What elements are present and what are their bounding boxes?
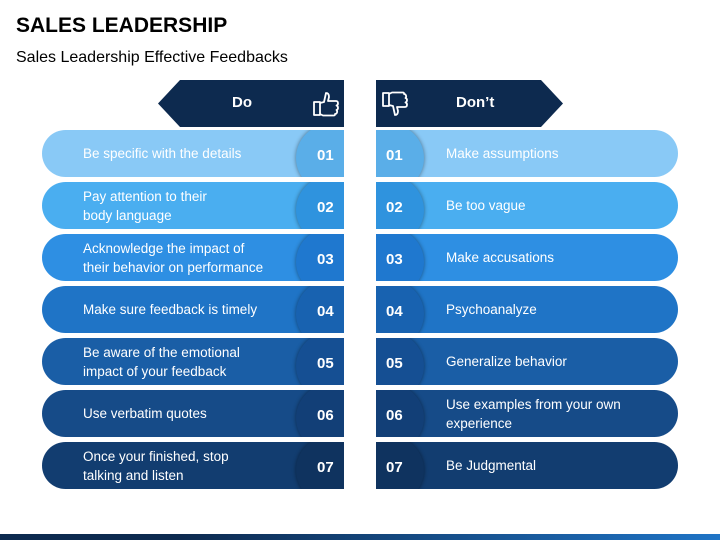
dont-item-04: 04 Psychoanalyze	[376, 286, 678, 333]
number-bubble	[376, 338, 424, 385]
footer-band	[0, 534, 720, 540]
do-item-06: 06 Use verbatim quotes	[42, 390, 344, 437]
item-text-line: Make accusations	[446, 250, 555, 265]
item-text-line: Use examples from your own	[446, 396, 621, 412]
item-text: Acknowledge the impact of their behavior …	[83, 234, 293, 281]
dont-item-02: 02 Be too vague	[376, 182, 678, 229]
dont-item-01: 01 Make assumptions	[376, 130, 678, 177]
item-text-line: Be specific with the details	[83, 146, 242, 161]
do-item-05: 05 Be aware of the emotional impact of you…	[42, 338, 344, 385]
item-text-line: their behavior on performance	[83, 259, 264, 275]
number-bubble	[376, 234, 424, 281]
item-text: Use verbatim quotes	[83, 390, 293, 437]
item-text: Generalize behavior	[446, 338, 671, 385]
item-number: 02	[386, 199, 403, 216]
item-text-line: Make assumptions	[446, 146, 559, 161]
item-text-line: Be too vague	[446, 198, 526, 213]
item-text-line: impact of your feedback	[83, 363, 227, 379]
item-text: Make assumptions	[446, 130, 671, 177]
item-number: 03	[386, 251, 403, 268]
item-number: 01	[386, 147, 403, 164]
page-title: SALES LEADERSHIP	[16, 14, 228, 37]
item-text: Make accusations	[446, 234, 671, 281]
item-text: Pay attention to their body language	[83, 182, 293, 229]
dont-item-05: 05 Generalize behavior	[376, 338, 678, 385]
do-item-02: 02 Pay attention to their body language	[42, 182, 344, 229]
page-subtitle: Sales Leadership Effective Feedbacks	[16, 49, 288, 66]
item-text-line: Acknowledge the impact of	[83, 240, 245, 256]
item-number: 06	[386, 407, 403, 424]
dont-item-03: 03 Make accusations	[376, 234, 678, 281]
item-number: 06	[317, 407, 334, 424]
item-text-line: Generalize behavior	[446, 354, 567, 369]
item-text-line: Be aware of the emotional	[83, 344, 240, 360]
item-number: 02	[317, 199, 334, 216]
dont-header: Don’t	[376, 80, 563, 127]
dont-item-07: 07 Be Judgmental	[376, 442, 678, 489]
item-number: 05	[386, 355, 403, 372]
item-text-line: Pay attention to their	[83, 188, 207, 204]
item-text-line: Be Judgmental	[446, 458, 537, 473]
number-bubble	[376, 130, 424, 177]
do-item-07: 07 Once your finished, stop talking and li…	[42, 442, 344, 489]
item-number: 05	[317, 355, 334, 372]
do-header-label: Do	[232, 94, 252, 111]
thumbs-up-icon	[313, 92, 339, 117]
do-item-04: 04 Make sure feedback is timely	[42, 286, 344, 333]
item-number: 04	[386, 303, 403, 320]
item-number: 04	[317, 303, 334, 320]
item-text: Be specific with the details	[83, 130, 293, 177]
item-text-line: Make sure feedback is timely	[83, 302, 258, 317]
number-bubble	[376, 286, 424, 333]
number-bubble	[296, 234, 344, 281]
number-bubble	[296, 182, 344, 229]
item-text: Be too vague	[446, 182, 671, 229]
do-header: Do	[158, 80, 344, 127]
number-bubble	[376, 390, 424, 437]
item-text: Psychoanalyze	[446, 286, 671, 333]
number-bubble	[296, 390, 344, 437]
number-bubble	[296, 338, 344, 385]
number-bubble	[296, 442, 344, 489]
item-text: Make sure feedback is timely	[83, 286, 293, 333]
item-number: 01	[317, 147, 334, 164]
item-text-line: Psychoanalyze	[446, 302, 537, 317]
dont-header-label: Don’t	[456, 94, 495, 111]
number-bubble	[296, 130, 344, 177]
item-text-line: body language	[83, 207, 172, 223]
item-number: 07	[317, 459, 334, 476]
item-text-line: Once your finished, stop	[83, 448, 229, 464]
item-number: 03	[317, 251, 334, 268]
do-item-01: 01 Be specific with the details	[42, 130, 344, 177]
item-text: Be aware of the emotional impact of your …	[83, 338, 293, 385]
item-text-line: Use verbatim quotes	[83, 406, 207, 421]
dont-item-06: 06 Use examples from your own experience	[376, 390, 678, 437]
item-text: Once your finished, stop talking and list…	[83, 442, 293, 489]
item-text: Use examples from your own experience	[446, 390, 671, 437]
number-bubble	[296, 286, 344, 333]
item-text: Be Judgmental	[446, 442, 671, 489]
do-item-03: 03 Acknowledge the impact of their behavio…	[42, 234, 344, 281]
item-text-line: talking and listen	[83, 467, 184, 483]
number-bubble	[376, 442, 424, 489]
thumbs-down-icon	[380, 89, 410, 119]
item-number: 07	[386, 459, 403, 476]
number-bubble	[376, 182, 424, 229]
item-text-line: experience	[446, 415, 513, 431]
